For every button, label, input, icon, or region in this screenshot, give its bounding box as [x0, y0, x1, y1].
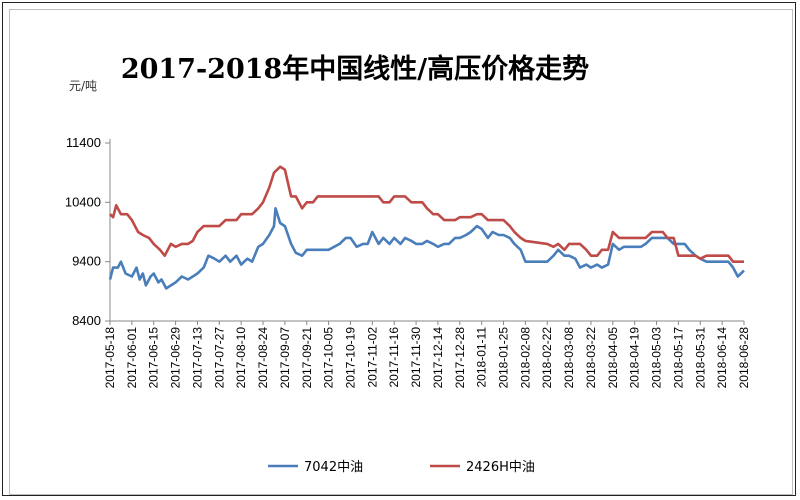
- x-tick-label: 2018-05-17: [671, 327, 685, 389]
- series-lines: [108, 165, 745, 290]
- legend-label: 2426H中油: [466, 460, 535, 475]
- chart-title: 2017-2018年中国线性/高压价格走势: [121, 53, 589, 85]
- y-tick-label: 9400: [72, 254, 101, 269]
- x-tick-label: 2017-12-14: [431, 327, 445, 389]
- x-tick-label: 2018-01-11: [475, 327, 489, 388]
- series-line-1: [108, 207, 745, 290]
- x-tick-label: 2018-06-14: [715, 327, 729, 389]
- x-tick-label: 2017-08-10: [234, 327, 248, 389]
- x-tick-label: 2017-06-29: [169, 327, 183, 389]
- series-line-2: [109, 165, 744, 264]
- y-tick-label: 10400: [65, 194, 101, 209]
- x-tick-label: 2018-05-03: [650, 327, 664, 389]
- x-tick-label: 2017-12-28: [453, 327, 467, 389]
- x-tick-label: 2018-05-31: [693, 327, 707, 389]
- x-tick-label: 2017-11-16: [387, 327, 401, 388]
- x-tick-label: 2018-01-25: [497, 327, 511, 389]
- x-tick-label: 2017-06-01: [125, 327, 139, 389]
- axes: 8400 9400 10400 11400 2017-05-18 2017-06-01 20…: [65, 135, 751, 388]
- x-tick-label: 2017-11-30: [409, 327, 423, 388]
- legend: 7042中油 2426H中油: [268, 460, 535, 475]
- x-tick-label: 2017-05-18: [103, 327, 117, 389]
- x-tick-label: 2017-09-07: [278, 327, 292, 389]
- x-tick-label: 2017-10-05: [322, 327, 336, 389]
- x-tick-label: 2017-07-13: [190, 327, 204, 389]
- x-tick-label: 2018-06-28: [737, 327, 751, 389]
- legend-label: 7042中油: [304, 460, 363, 475]
- y-tick-label: 8400: [72, 313, 101, 328]
- x-tick-label: 2017-11-02: [365, 327, 379, 388]
- x-tick-label: 2018-04-19: [628, 327, 642, 389]
- x-tick-label: 2017-09-21: [300, 327, 314, 389]
- x-tick-label: 2017-07-27: [212, 327, 226, 389]
- y-unit-label: 元/吨: [69, 79, 97, 93]
- x-tick-label: 2018-02-22: [540, 327, 554, 389]
- x-tick-label: 2018-04-05: [606, 327, 620, 389]
- x-tick-label: 2017-08-24: [256, 327, 270, 389]
- x-tick-label: 2017-10-19: [344, 327, 358, 389]
- x-tick-label: 2018-03-22: [584, 327, 598, 389]
- x-tick-label: 2017-06-15: [147, 327, 161, 389]
- chart-border: [9, 9, 793, 495]
- y-tick-label: 11400: [66, 135, 101, 150]
- x-tick-label: 2018-03-08: [562, 327, 576, 389]
- x-tick-label: 2018-02-08: [518, 327, 532, 389]
